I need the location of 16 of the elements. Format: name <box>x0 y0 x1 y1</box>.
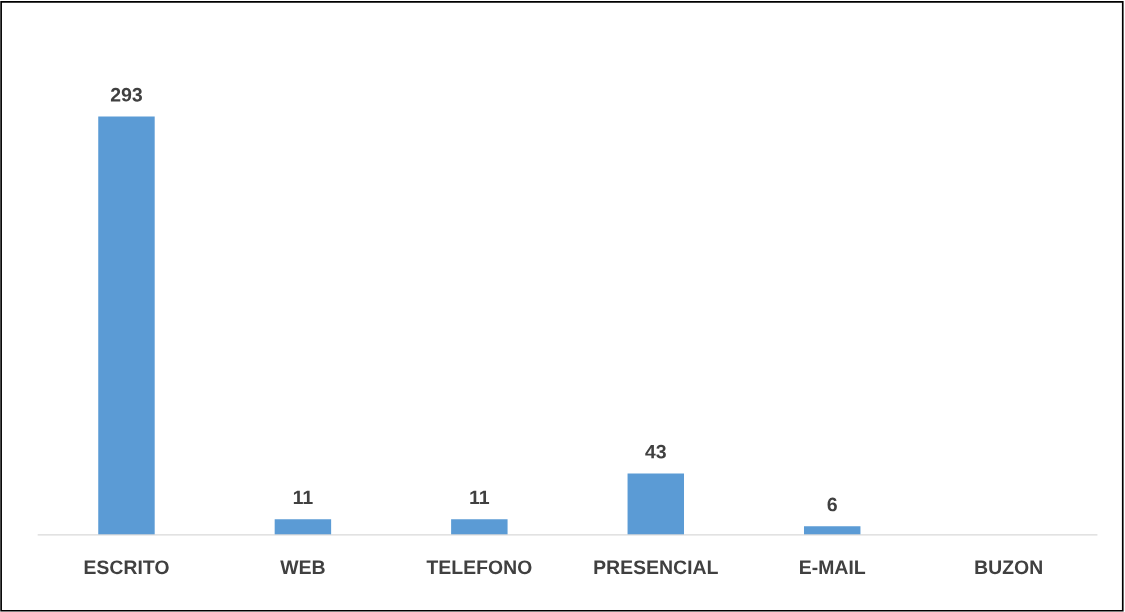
x-tick-label: ESCRITO <box>84 560 169 575</box>
x-tick-label: E-MAIL <box>800 560 866 574</box>
x-tick-label: WEB <box>280 560 325 574</box>
bar <box>451 519 508 535</box>
bar <box>98 116 155 535</box>
data-label: 43 <box>645 444 666 459</box>
x-tick-label: TELEFONO <box>426 560 532 575</box>
x-tick-label: BUZON <box>975 560 1042 575</box>
data-label: 11 <box>293 490 313 505</box>
data-label: 6 <box>827 497 837 512</box>
bar <box>803 526 861 535</box>
data-label: 293 <box>110 87 142 102</box>
bar <box>274 519 332 535</box>
bar <box>627 473 685 535</box>
x-tick-label: PRESENCIAL <box>594 560 718 575</box>
data-label: 11 <box>470 490 490 505</box>
